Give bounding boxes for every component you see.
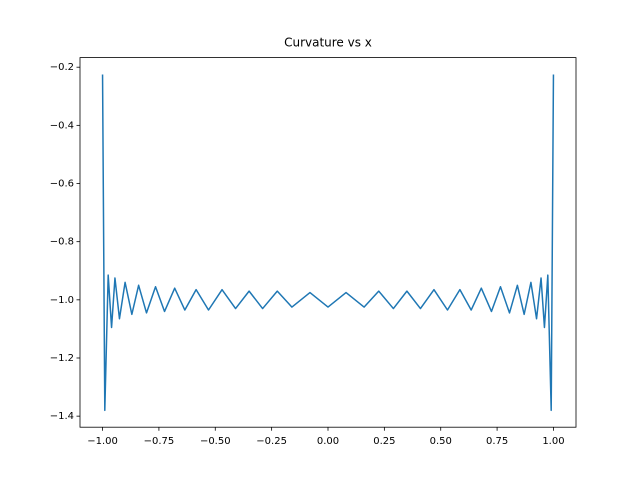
y-tick-label: −0.6 — [50, 179, 74, 190]
x-tick-label: −0.75 — [144, 436, 175, 447]
y-tick-label: −1.4 — [50, 411, 74, 422]
y-tick-label: −0.8 — [50, 237, 74, 248]
x-tick-label: −0.25 — [256, 436, 287, 447]
x-tick-label: 0.50 — [430, 436, 452, 447]
line — [101, 74, 555, 412]
x-tick-label: −0.50 — [200, 436, 231, 447]
y-tick-label: −0.4 — [50, 120, 74, 131]
x-tick-label: 1.00 — [542, 436, 564, 447]
y-tick-label: −1.2 — [50, 353, 74, 364]
x-tick-label: 0.25 — [373, 436, 395, 447]
plot-frame — [79, 57, 577, 428]
y-tick-label: −1.0 — [50, 295, 74, 306]
chart-title: Curvature vs x — [284, 36, 372, 50]
x-tick-label: −1.00 — [87, 436, 118, 447]
y-tick-label: −0.2 — [50, 62, 74, 73]
x-tick-label: 0.00 — [317, 436, 339, 447]
x-tick-label: 0.75 — [486, 436, 508, 447]
